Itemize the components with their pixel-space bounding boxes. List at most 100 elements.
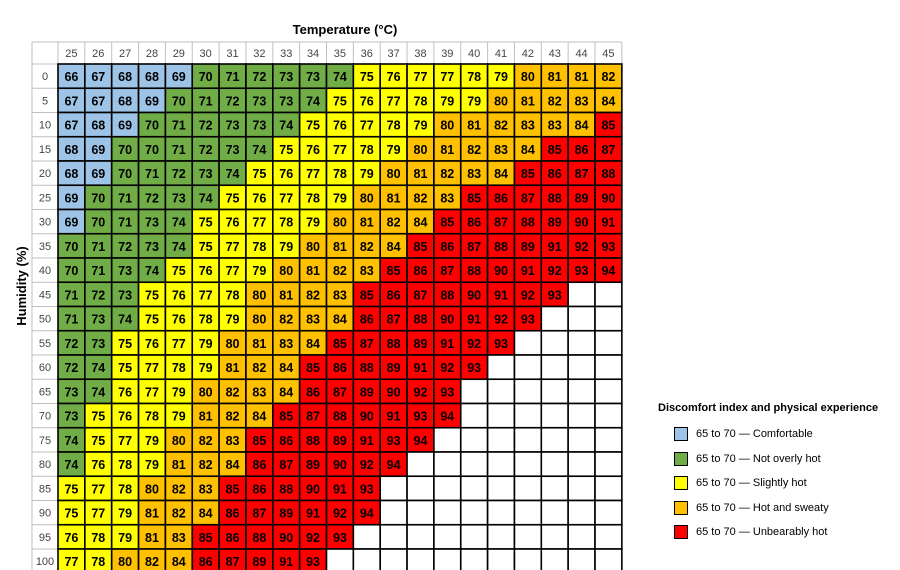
cell-value-label: 79 — [333, 191, 347, 205]
cell-value-label: 73 — [252, 94, 266, 108]
cell-value-label: 70 — [199, 70, 213, 84]
cell-value-label: 91 — [601, 216, 615, 230]
cell-value-label: 76 — [91, 458, 105, 472]
heatmap-cell — [137, 63, 167, 90]
heatmap-cell — [459, 523, 489, 550]
cell-value-label: 70 — [118, 143, 132, 157]
cell-value-label: 71 — [226, 70, 240, 84]
heatmap-cell — [567, 305, 596, 332]
heatmap-cell — [191, 63, 220, 90]
heatmap-cell — [540, 329, 569, 356]
cell-value-label: 87 — [252, 507, 266, 521]
heatmap-cell — [540, 475, 569, 502]
cell-value-label: 83 — [226, 434, 240, 448]
cell-value-label: 90 — [575, 216, 589, 230]
cell-value-label: 77 — [333, 143, 347, 157]
cell-value-label: 77 — [145, 385, 159, 399]
cell-value-label: 87 — [521, 191, 535, 205]
cell-value-label: 67 — [91, 70, 105, 84]
cell-value-label: 75 — [145, 288, 159, 302]
x-tick-label: 38 — [414, 48, 426, 60]
cell-value-label: 79 — [252, 264, 266, 278]
cell-value-label: 90 — [440, 313, 454, 327]
cell-value-label: 84 — [414, 216, 428, 230]
cell-value-label: 92 — [494, 313, 508, 327]
legend-swatch — [674, 451, 688, 466]
legend-item: 65 to 70 — Hot and sweaty — [658, 496, 898, 521]
heatmap-cell — [406, 354, 435, 381]
cell-value-label: 85 — [360, 288, 374, 302]
heatmap-cell — [325, 378, 355, 405]
cell-value-label: 80 — [387, 167, 401, 181]
cell-value-label: 82 — [548, 94, 562, 108]
cell-value-label: 71 — [64, 313, 78, 327]
legend-item: 65 to 70 — Unbearably hot — [658, 520, 898, 545]
heatmap-cell — [594, 451, 623, 478]
cell-value-label: 87 — [306, 410, 320, 424]
heatmap-cell — [513, 499, 543, 526]
y-tick-label: 50 — [39, 314, 51, 326]
cell-value-label: 75 — [360, 70, 374, 84]
legend-item: 65 to 70 — Comfortable — [658, 422, 898, 447]
cell-value-label: 92 — [548, 264, 562, 278]
cell-value-label: 82 — [601, 70, 615, 84]
cell-value-label: 91 — [414, 361, 428, 375]
heatmap-cell — [325, 402, 355, 429]
cell-value-label: 80 — [252, 313, 266, 327]
heatmap-cell — [459, 232, 489, 259]
heatmap-cell — [137, 402, 167, 429]
heatmap-cell — [486, 257, 516, 284]
cell-value-label: 77 — [226, 240, 240, 254]
heatmap-cell — [567, 475, 596, 502]
cell-value-label: 93 — [440, 385, 454, 399]
cell-value-label: 82 — [387, 216, 401, 230]
cell-value-label: 88 — [548, 191, 562, 205]
cell-value-label: 79 — [118, 531, 132, 545]
heatmap-cell — [325, 232, 355, 259]
y-tick-label: 65 — [39, 386, 51, 398]
heatmap-cell — [567, 523, 596, 550]
cell-value-label: 69 — [118, 119, 132, 133]
x-tick-label: 41 — [495, 48, 507, 60]
heatmap-cell — [379, 402, 408, 429]
x-tick-label: 30 — [200, 48, 212, 60]
heatmap-cell — [540, 378, 569, 405]
cell-value-label: 72 — [252, 70, 266, 84]
cell-value-label: 82 — [145, 555, 159, 569]
heatmap-cell — [513, 135, 543, 162]
x-tick-label: 42 — [522, 48, 534, 60]
cell-value-label: 77 — [360, 119, 374, 133]
cell-value-label: 86 — [494, 191, 508, 205]
cell-value-label: 73 — [279, 94, 293, 108]
cell-value-label: 76 — [252, 191, 266, 205]
heatmap-cell — [433, 208, 462, 235]
cell-value-label: 84 — [252, 410, 266, 424]
cell-value-label: 77 — [279, 191, 293, 205]
heatmap-cell — [110, 208, 140, 235]
heatmap-cell — [433, 232, 462, 259]
cell-value-label: 81 — [145, 531, 159, 545]
cell-value-label: 90 — [601, 191, 615, 205]
heatmap-cell — [84, 475, 113, 502]
heatmap-cell — [379, 499, 408, 526]
heatmap-cell — [84, 135, 113, 162]
heatmap-cell — [594, 402, 623, 429]
cell-value-label: 71 — [118, 191, 132, 205]
cell-value-label: 94 — [414, 434, 428, 448]
y-tick-label: 100 — [36, 556, 54, 568]
cell-value-label: 71 — [172, 143, 186, 157]
heatmap-cell — [459, 499, 489, 526]
cell-value-label: 70 — [64, 264, 78, 278]
heatmap-cell — [594, 378, 623, 405]
cell-value-label: 73 — [226, 143, 240, 157]
cell-value-label: 92 — [414, 385, 428, 399]
cell-value-label: 80 — [252, 288, 266, 302]
cell-value-label: 82 — [172, 482, 186, 496]
cell-value-label: 75 — [118, 337, 132, 351]
heatmap-cell — [406, 451, 435, 478]
cell-value-label: 72 — [145, 191, 159, 205]
cell-value-label: 81 — [333, 240, 347, 254]
cell-value-label: 74 — [172, 240, 186, 254]
heatmap-cell — [486, 475, 516, 502]
cell-value-label: 84 — [575, 119, 589, 133]
